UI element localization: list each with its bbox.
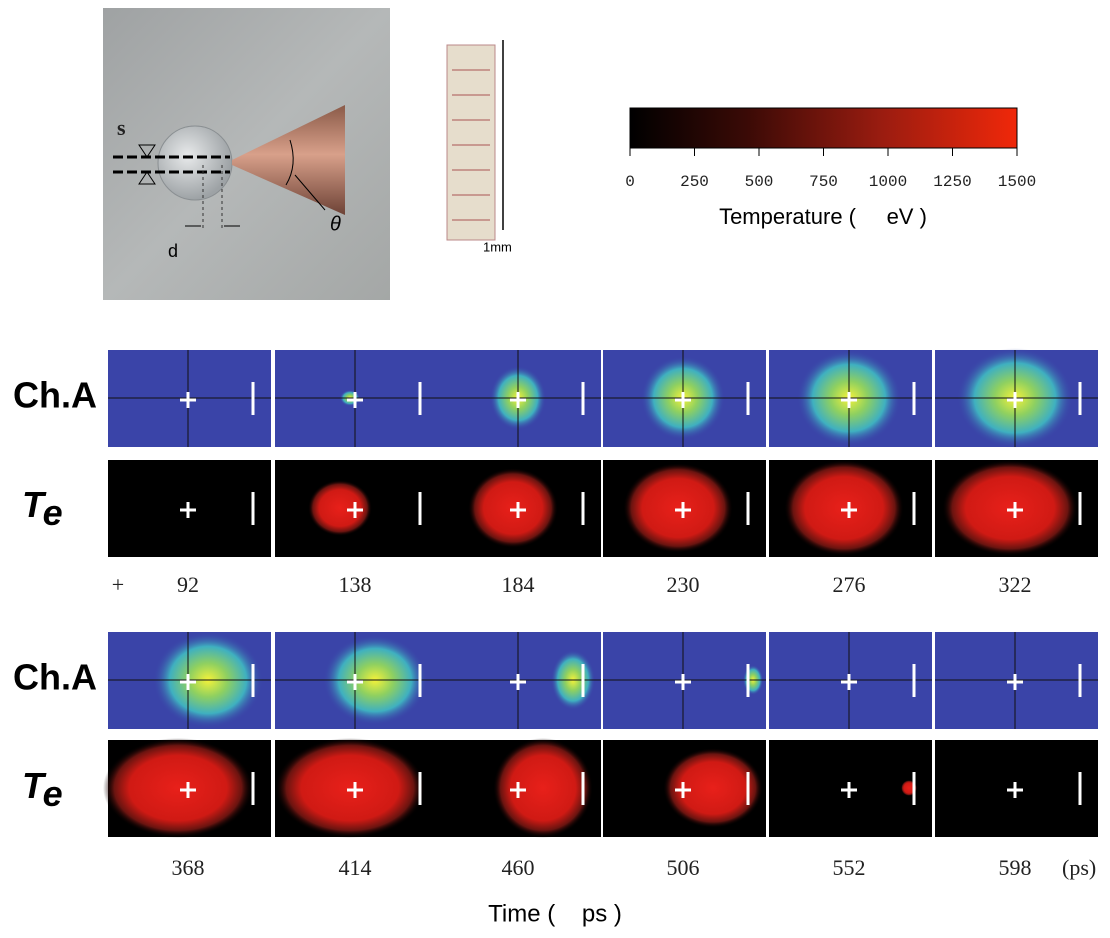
gap-label: s (117, 115, 126, 140)
x-axis-label: Time ( ps ) (488, 900, 622, 927)
channel-image (769, 632, 932, 729)
te-sub: e (43, 492, 63, 533)
tick-label: 750 (809, 173, 838, 191)
temperature-image (769, 740, 932, 837)
time-label: 322 (999, 572, 1032, 597)
colorbar-label: Temperature ( eV ) (719, 204, 927, 229)
temperature-image (603, 460, 766, 557)
photo: s d θ 1mm (103, 8, 512, 300)
blob (275, 738, 425, 838)
blob (784, 460, 904, 556)
temperature-image (438, 460, 601, 557)
blob (942, 460, 1078, 556)
time-label: 368 (172, 855, 205, 880)
time-label: 414 (339, 855, 372, 880)
channel-image (108, 350, 271, 447)
channel-image (275, 350, 438, 447)
time-label: 506 (667, 855, 700, 880)
time-label: 92 (177, 572, 199, 597)
panels: 92 138 184 230 276 322 368 414 460 506 552 598 (103, 348, 1098, 880)
tick-label: 500 (745, 173, 774, 191)
colorbar (630, 108, 1017, 148)
channel-image (935, 632, 1098, 729)
row-label: Te (22, 484, 63, 533)
temperature-image (935, 740, 1098, 837)
time-label: 230 (667, 572, 700, 597)
tick-label: 250 (680, 173, 709, 191)
channel-image (438, 350, 601, 447)
distance-label: d (168, 241, 178, 261)
temperature-image (935, 460, 1098, 557)
blob (468, 468, 558, 548)
temperature-image (108, 460, 271, 557)
channel-image (275, 632, 438, 729)
channel-image (603, 350, 766, 447)
blob (308, 480, 372, 536)
time-label: 184 (502, 572, 535, 597)
time-label: 552 (833, 855, 866, 880)
angle-label: θ (330, 213, 341, 235)
time-label: 138 (339, 572, 372, 597)
time-label: 460 (502, 855, 535, 880)
row-label: Te (22, 765, 63, 814)
temperature-image (103, 738, 271, 838)
channel-image (108, 632, 271, 729)
channel-image (438, 632, 601, 729)
temperature-image (603, 740, 766, 837)
row-label: Ch.A (13, 375, 97, 416)
tick-label: 1250 (933, 173, 971, 191)
blob (103, 738, 253, 838)
colorbar-ticks: 0 250 500 750 1000 1250 1500 (625, 148, 1036, 191)
tick-label: 1000 (869, 173, 907, 191)
figure: s d θ 1mm Temperature ( eV ) 0 250 500 750 1… (0, 0, 1110, 933)
channel-image (769, 350, 932, 447)
unit-label: (ps) (1062, 855, 1096, 880)
scale-label: 1mm (483, 239, 512, 254)
marker-label: + (112, 572, 124, 597)
blob (493, 738, 593, 838)
temperature-image (275, 460, 438, 557)
tick-label: 0 (625, 173, 635, 191)
time-label: 276 (833, 572, 866, 597)
tick-label: 1500 (998, 173, 1036, 191)
temperature-image (769, 460, 932, 557)
time-label: 598 (999, 855, 1032, 880)
temperature-image (438, 738, 601, 838)
channel-image (935, 348, 1098, 448)
te-sub: e (43, 773, 63, 814)
channel-image (603, 632, 766, 729)
temperature-image (275, 738, 438, 838)
blob (623, 463, 733, 553)
row-label: Ch.A (13, 657, 97, 698)
